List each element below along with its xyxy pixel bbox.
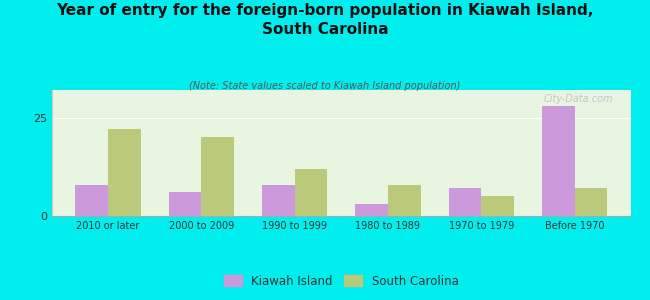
Bar: [481, 196, 514, 216]
Bar: [448, 188, 481, 216]
Bar: [294, 169, 327, 216]
Text: (Note: State values scaled to Kiawah Island population): (Note: State values scaled to Kiawah Isl…: [189, 81, 461, 91]
Bar: [542, 106, 575, 216]
Text: Year of entry for the foreign-born population in Kiawah Island,
South Carolina: Year of entry for the foreign-born popul…: [57, 3, 593, 37]
Bar: [575, 188, 607, 216]
Bar: [108, 129, 140, 216]
Bar: [262, 184, 294, 216]
Bar: [168, 192, 202, 216]
Bar: [75, 184, 108, 216]
Legend: Kiawah Island, South Carolina: Kiawah Island, South Carolina: [219, 270, 463, 292]
Text: City-Data.com: City-Data.com: [543, 94, 613, 104]
Bar: [356, 204, 388, 216]
Bar: [388, 184, 421, 216]
Bar: [202, 137, 234, 216]
